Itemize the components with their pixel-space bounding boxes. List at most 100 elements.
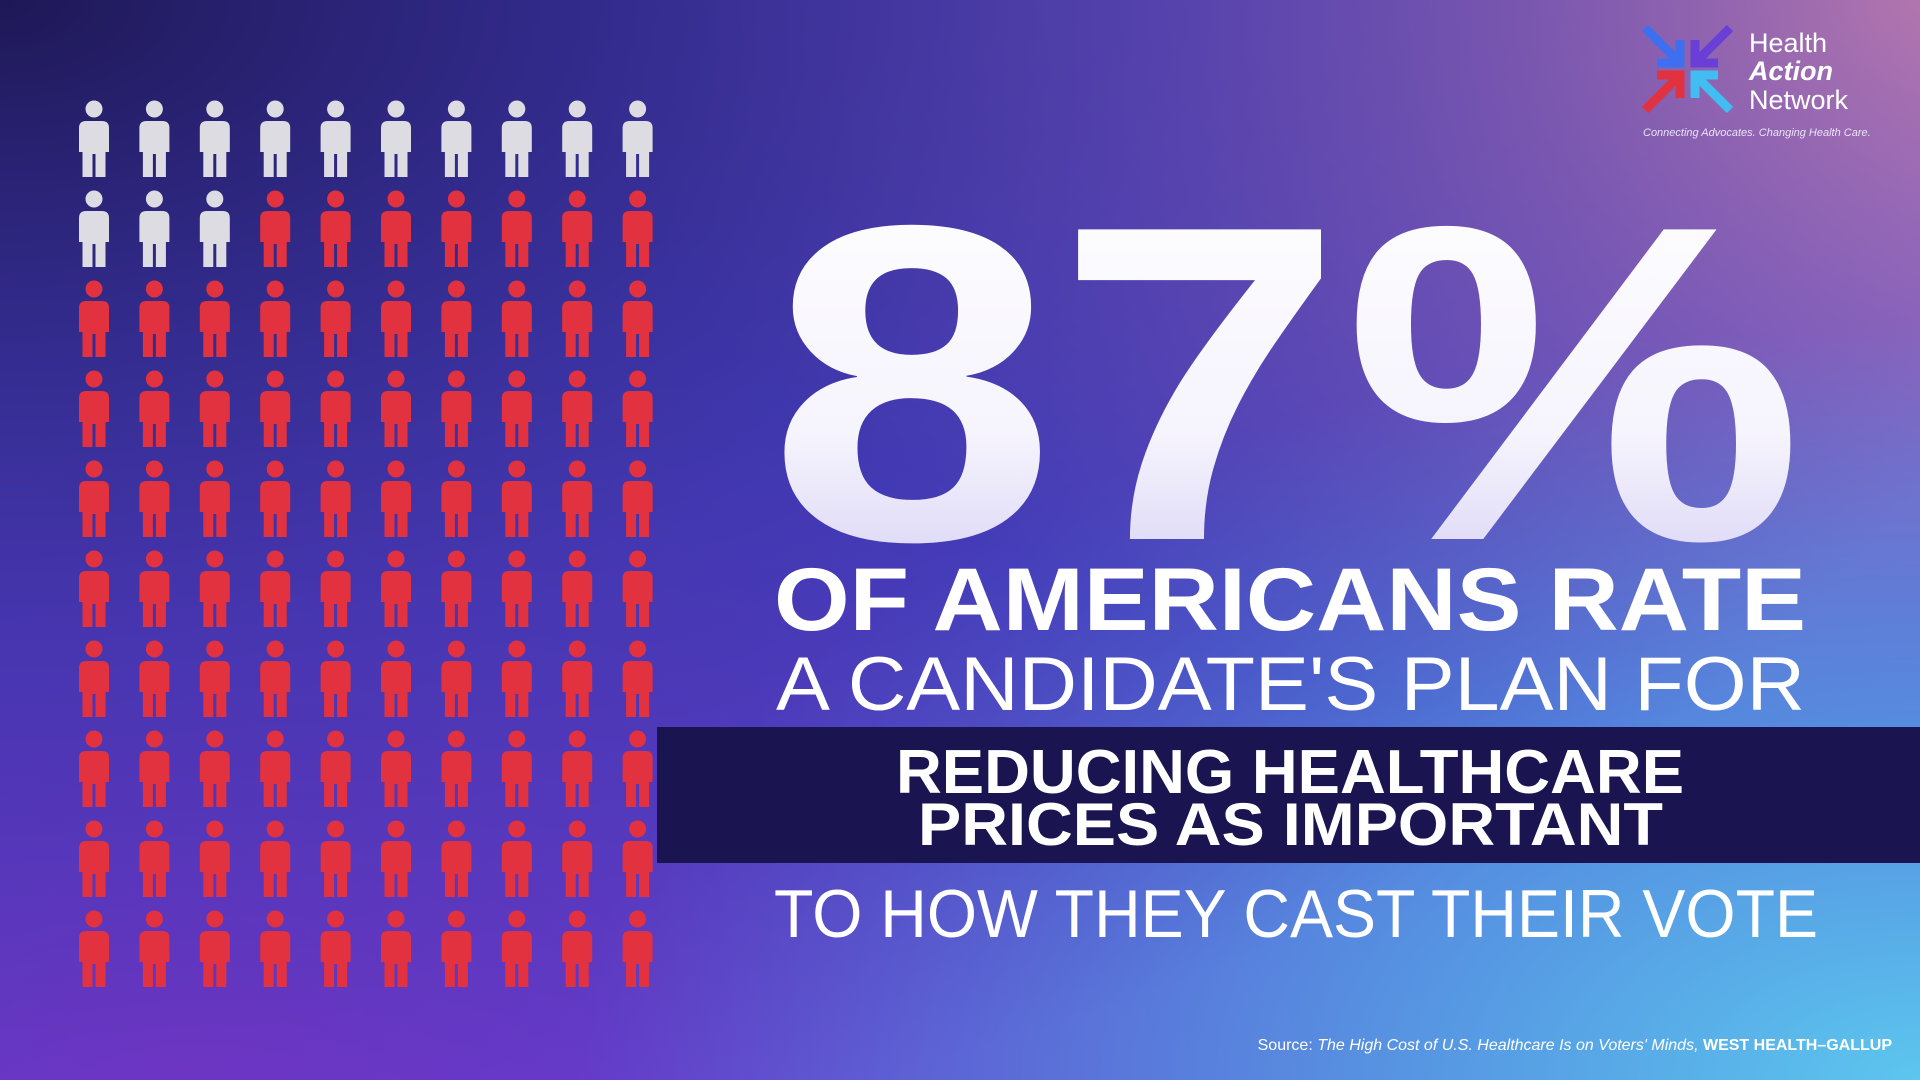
person-body [139,121,170,177]
person-icon [622,730,653,807]
person-body [320,571,351,627]
person-head [266,280,284,298]
person-head [629,820,647,838]
person-body [320,931,351,987]
person-head [629,460,647,478]
highlight-text: PRICES AS IMPORTANT [918,791,1663,858]
person-body [441,121,472,177]
person-head [145,370,163,388]
person-body [139,841,170,897]
person-head [629,370,647,388]
person-icon [79,100,109,177]
person-icon [199,730,230,807]
person-icon [199,820,230,897]
person-body [199,481,230,537]
person-body [79,751,109,807]
person-head [206,640,224,658]
person-icon [441,550,472,627]
person-body [139,301,170,357]
person-icon [622,100,653,177]
person-body [622,391,653,447]
person-head [629,640,647,658]
person-body [562,751,593,807]
person-icon [562,640,593,717]
person-icon [260,370,291,447]
person-body [562,121,593,177]
person-body [622,661,653,717]
person-head [85,100,103,118]
person-head [568,820,586,838]
person-head [387,190,405,208]
person-head [508,640,526,658]
person-head [568,640,586,658]
person-icon [79,370,109,447]
person-head [327,730,345,748]
person-head [85,550,103,568]
person-icon [260,190,291,267]
person-body [441,211,472,267]
person-head [447,280,465,298]
person-head [85,190,103,208]
person-icon [501,460,532,537]
person-body [320,211,351,267]
person-icon [381,190,411,267]
highlight-band [657,727,1920,863]
person-body [501,751,532,807]
person-body [79,211,109,267]
logo-arrow [1641,24,1685,68]
person-head [85,730,103,748]
person-body [622,571,653,627]
person-head [206,730,224,748]
person-body [139,931,170,987]
person-icon [260,640,291,717]
person-body [562,391,593,447]
person-icon [381,100,411,177]
person-body [260,931,291,987]
person-icon [79,820,109,897]
person-icon [562,190,593,267]
person-icon [501,280,532,357]
person-head [327,280,345,298]
person-head [447,100,465,118]
person-head [447,460,465,478]
person-body [260,121,291,177]
person-body [622,121,653,177]
person-body [320,661,351,717]
headline: A CANDIDATE'S PLAN FOR [776,642,1805,727]
person-icon [381,460,411,537]
person-icon [441,820,472,897]
person-icon [381,730,411,807]
person-icon [139,910,170,987]
person-body [501,841,532,897]
person-icon [622,910,653,987]
person-head [629,280,647,298]
person-icon [199,910,230,987]
person-icon [320,640,351,717]
person-body [562,841,593,897]
person-head [206,280,224,298]
person-icon [320,460,351,537]
person-body [199,931,230,987]
person-head [327,820,345,838]
person-body [320,841,351,897]
person-head [387,910,405,928]
person-body [79,391,109,447]
person-body [441,391,472,447]
person-icon [199,100,230,177]
person-icon [622,550,653,627]
person-head [387,640,405,658]
person-body [381,481,411,537]
person-icon [501,820,532,897]
person-body [622,211,653,267]
person-head [447,730,465,748]
person-body [79,571,109,627]
logo-mark [1641,24,1734,114]
person-head [508,730,526,748]
person-icon [622,190,653,267]
person-icon [199,460,230,537]
person-body [139,391,170,447]
person-icon [320,280,351,357]
logo-name: Health [1749,28,1827,58]
